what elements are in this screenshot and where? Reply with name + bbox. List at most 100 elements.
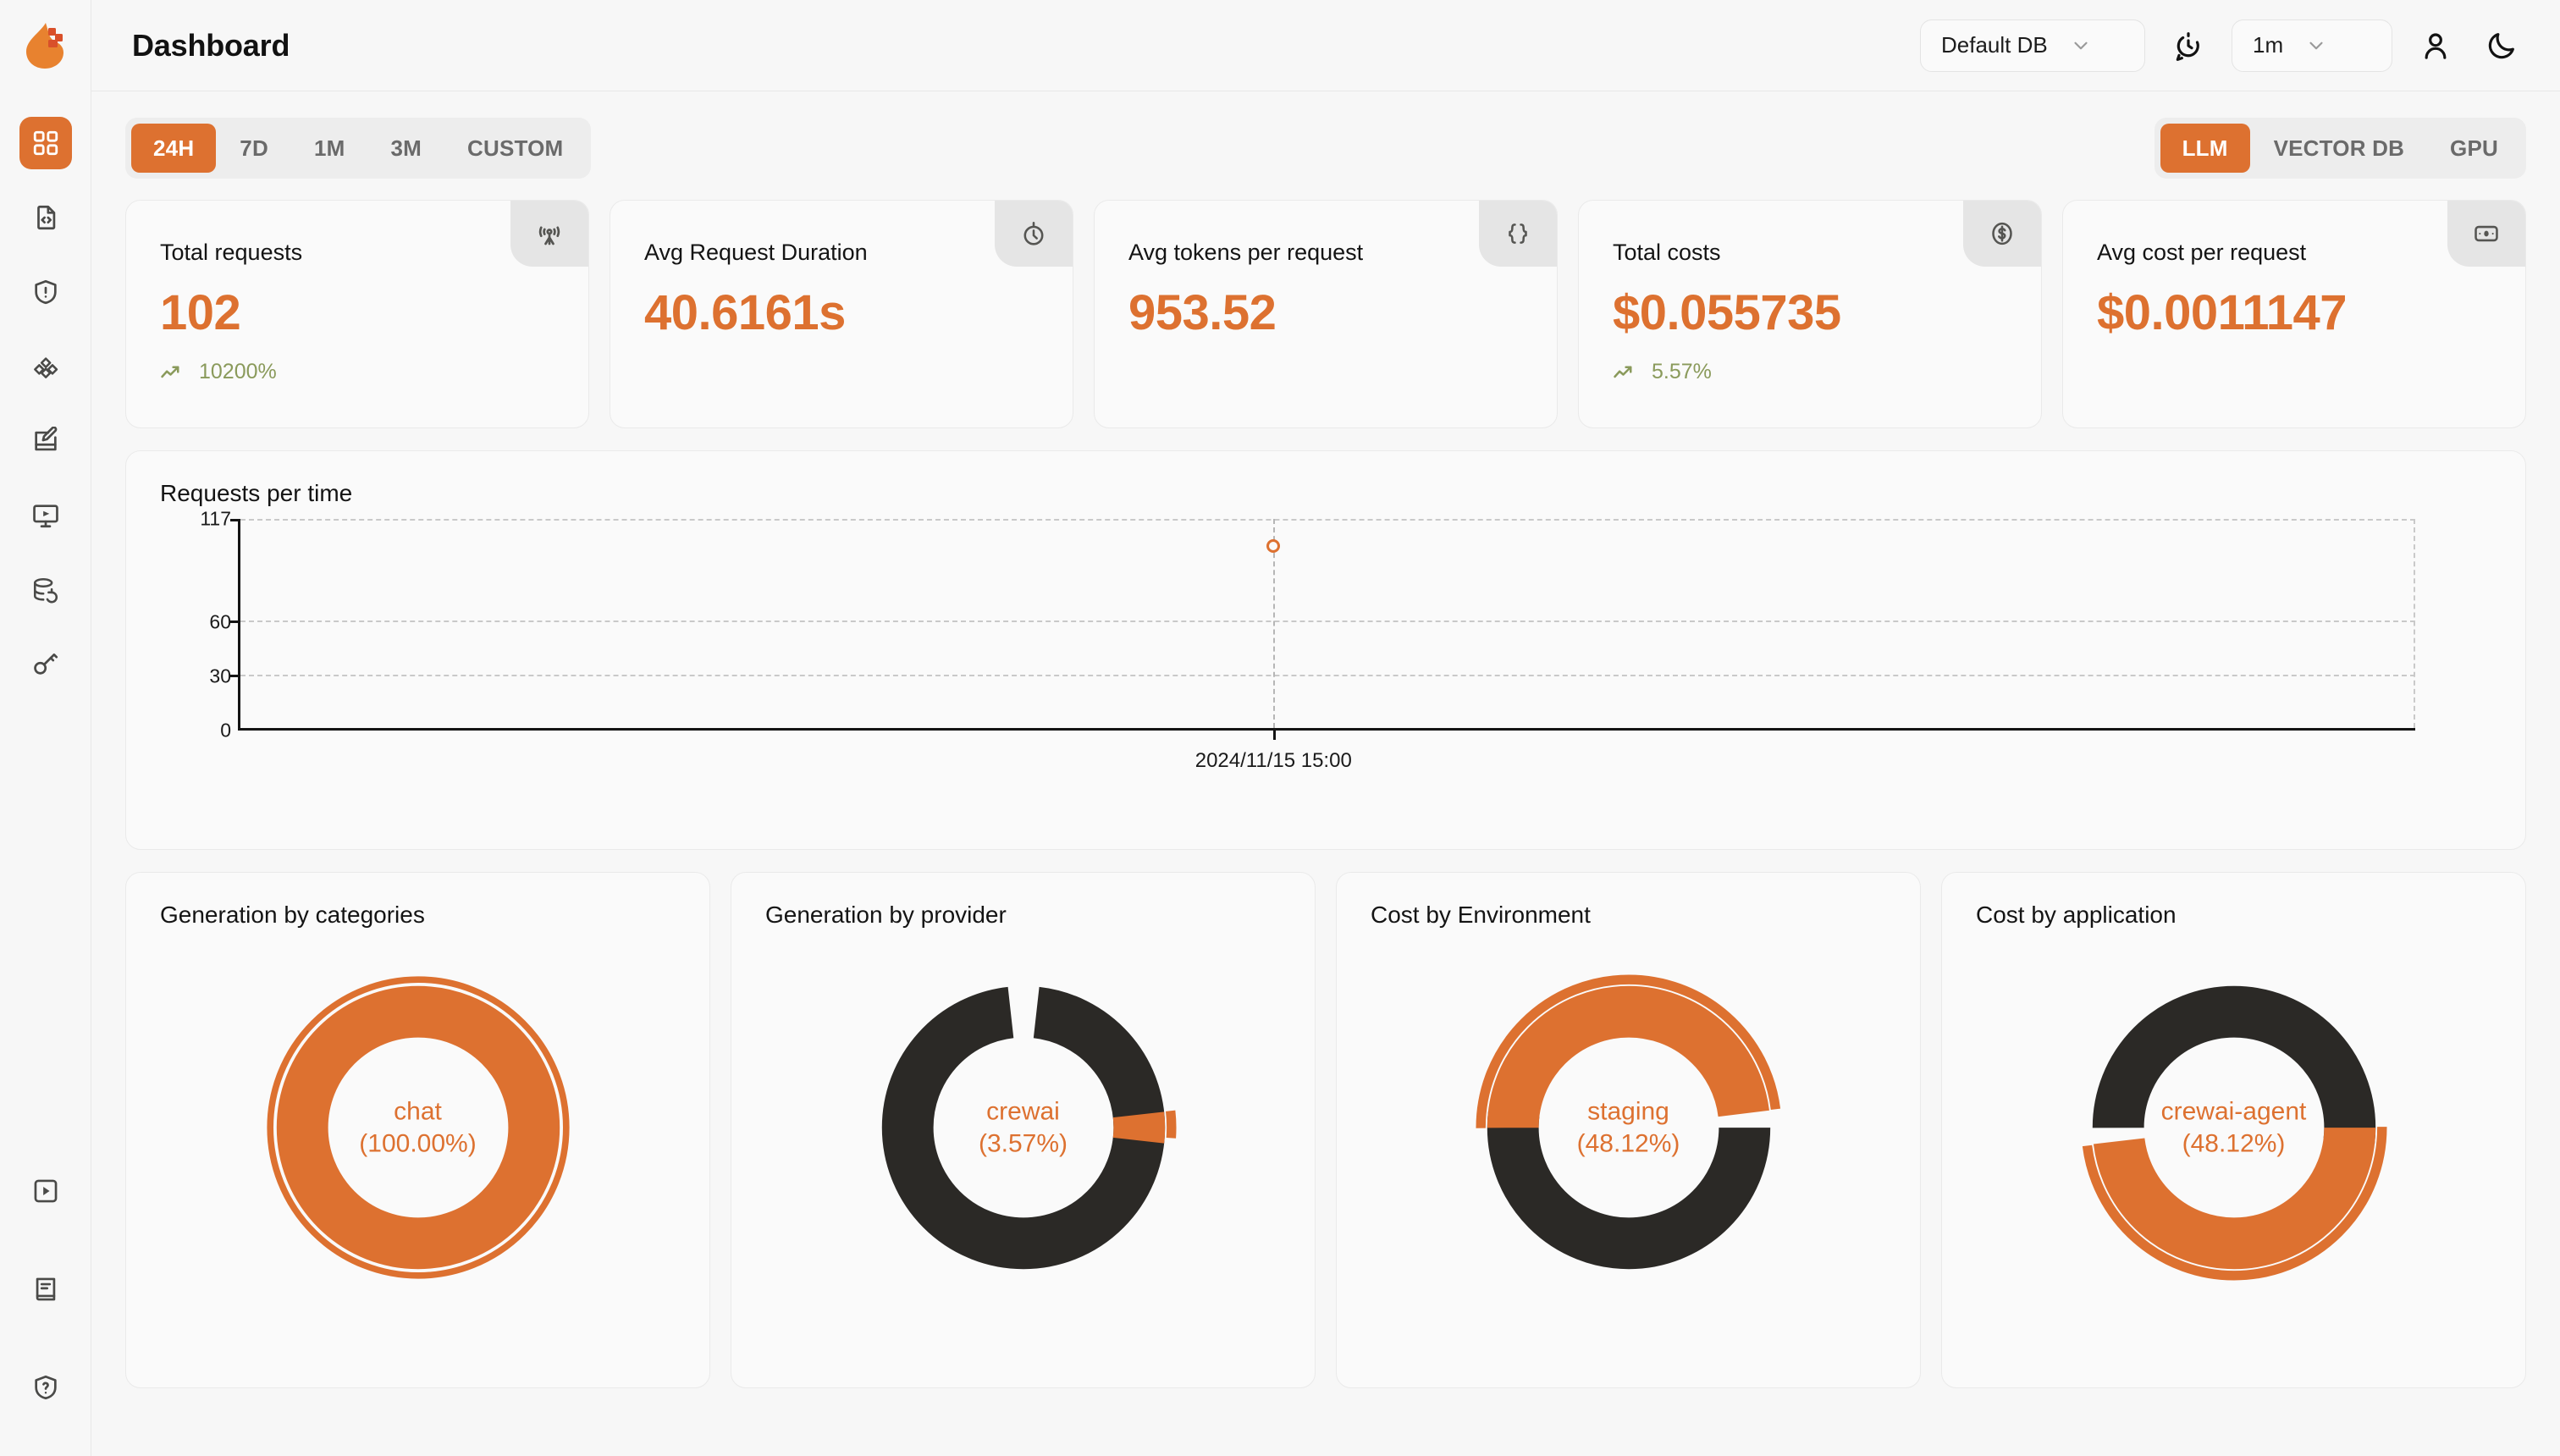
dashboard-content: 24H 7D 1M 3M CUSTOM LLM VECTOR DB GPU [91, 91, 2560, 1456]
stopwatch-icon [995, 201, 1073, 267]
donut-chart: chat (100.00%) [160, 929, 676, 1326]
outer-ring-crewai [870, 974, 1176, 1281]
panel-title: Generation by categories [160, 902, 425, 928]
sidebar-item-requests[interactable] [19, 191, 72, 244]
header-controls: Default DB 1m [1920, 19, 2524, 72]
panel-title: Cost by application [1976, 902, 2177, 928]
tab-7d[interactable]: 7D [240, 135, 268, 161]
gridline [240, 620, 2415, 623]
kpi-trend: 10200% [160, 360, 554, 384]
kpi-value: $0.0011147 [2097, 285, 2348, 340]
y-tick [230, 519, 240, 521]
requests-per-time-chart: 117 60 30 0 [160, 508, 2491, 824]
refresh-interval-value: 1m [2253, 32, 2284, 58]
kpi-value: 953.52 [1128, 285, 1277, 340]
sidebar-item-vault[interactable] [19, 564, 72, 616]
sidebar-item-getting-started[interactable] [19, 1165, 72, 1217]
donut-card-cost-by-application: Cost by application crewai-agent [1941, 872, 2526, 1388]
y-tick [230, 620, 240, 624]
shield-alert-icon [34, 279, 57, 305]
outer-ring-chat [266, 976, 570, 1279]
category-tabs: LLM VECTOR DB GPU [2154, 118, 2526, 179]
sidebar-item-support[interactable] [19, 1361, 72, 1414]
panel-title: Generation by provider [765, 902, 1007, 928]
chevron-down-icon [2074, 41, 2088, 49]
flame-drop-logo-icon [25, 23, 63, 69]
donut-svg [1476, 974, 1781, 1281]
book-icon [36, 1277, 55, 1301]
app-logo[interactable] [0, 0, 91, 91]
kpi-title: Total requests [160, 240, 303, 265]
requests-per-time-panel: Requests per time 117 60 30 0 [125, 450, 2526, 850]
tab-llm[interactable]: LLM [2160, 124, 2250, 173]
donut-svg [2081, 974, 2386, 1281]
key-icon [33, 654, 58, 675]
slice-chat[interactable] [276, 985, 560, 1270]
x-tick-label: 2024/11/15 15:00 [1194, 749, 1352, 772]
sidebar-item-prompts[interactable] [19, 415, 72, 467]
donut-card-cost-by-environment: Cost by Environment staging (48. [1336, 872, 1921, 1388]
donut-chart: crewai (3.57%) [765, 929, 1281, 1326]
moon-icon [2488, 32, 2514, 58]
chevron-down-icon [2309, 41, 2323, 49]
x-tick [1273, 728, 1277, 740]
refresh-timer-icon [2176, 31, 2199, 61]
y-axis-labels: 117 60 30 0 [160, 508, 231, 742]
plot-area: 2024/11/15 15:00 [230, 519, 2415, 772]
refresh-button[interactable] [2166, 23, 2211, 69]
play-square-icon [34, 1179, 57, 1203]
dollar-coin-icon [1963, 201, 2041, 267]
kpi-title: Avg Request Duration [644, 240, 868, 265]
sidebar [0, 0, 91, 1456]
kpi-card-total-requests: Total requests 102 10200% [125, 200, 589, 428]
data-point[interactable] [1266, 538, 1281, 553]
profile-button[interactable] [2413, 23, 2458, 69]
y-tick [230, 674, 240, 677]
panel-title: Requests per time [160, 480, 353, 506]
y-tick-label: 60 [209, 610, 231, 633]
code-file-icon [36, 205, 55, 230]
donut-svg [266, 976, 570, 1279]
database-select-value: Default DB [1941, 32, 2048, 58]
page-header: Dashboard Default DB 1m [91, 0, 2560, 91]
donut-chart: crewai-agent (48.12%) [1976, 929, 2491, 1326]
kpi-cards-row: Total requests 102 10200% [125, 200, 2526, 428]
kpi-card-avg-request-duration: Avg Request Duration 40.6161s [610, 200, 1073, 428]
tab-gpu[interactable]: GPU [2450, 135, 2498, 161]
tab-vector-db[interactable]: VECTOR DB [2273, 135, 2405, 161]
theme-toggle-button[interactable] [2479, 23, 2524, 69]
page-title: Dashboard [132, 27, 290, 63]
kpi-title: Avg tokens per request [1128, 240, 1364, 265]
donut-cards-row: Generation by categories chat (100.00%) [125, 872, 2526, 1388]
filters-row: 24H 7D 1M 3M CUSTOM LLM VECTOR DB GPU [125, 115, 2526, 181]
tab-1m[interactable]: 1M [313, 135, 345, 161]
slice-other[interactable] [2092, 985, 2375, 1270]
tab-24h[interactable]: 24H [131, 124, 217, 173]
kpi-trend-value: 10200% [199, 360, 277, 383]
kpi-value: $0.055735 [1613, 285, 1841, 340]
slice-crewai[interactable] [881, 985, 1165, 1270]
sidebar-item-api-keys[interactable] [19, 638, 72, 691]
sidebar-item-playground[interactable] [19, 489, 72, 542]
slice-crewai-agent[interactable] [2092, 985, 2375, 1270]
slice-staging[interactable] [1487, 985, 1770, 1270]
tab-3m[interactable]: 3M [390, 135, 422, 161]
plot-right-border [2414, 519, 2415, 728]
y-tick-label: 30 [209, 665, 231, 687]
tab-custom[interactable]: CUSTOM [467, 135, 564, 161]
gridline [240, 519, 2415, 521]
y-tick-label: 0 [220, 719, 231, 742]
slice-other[interactable] [881, 985, 1165, 1270]
refresh-interval-select[interactable]: 1m [2232, 19, 2392, 72]
trend-up-icon [161, 366, 179, 378]
database-select[interactable]: Default DB [1920, 19, 2145, 72]
sidebar-item-exceptions[interactable] [19, 266, 72, 318]
kpi-trend-value: 5.57% [1652, 360, 1712, 383]
sidebar-nav-top [19, 91, 72, 691]
sidebar-item-models[interactable] [19, 340, 72, 393]
sidebar-nav-bottom [19, 1165, 72, 1456]
stopwatch-glyph [1023, 221, 1044, 245]
gridline [240, 674, 2415, 676]
sidebar-item-dashboard[interactable] [19, 117, 72, 169]
sidebar-item-documentation[interactable] [19, 1263, 72, 1315]
